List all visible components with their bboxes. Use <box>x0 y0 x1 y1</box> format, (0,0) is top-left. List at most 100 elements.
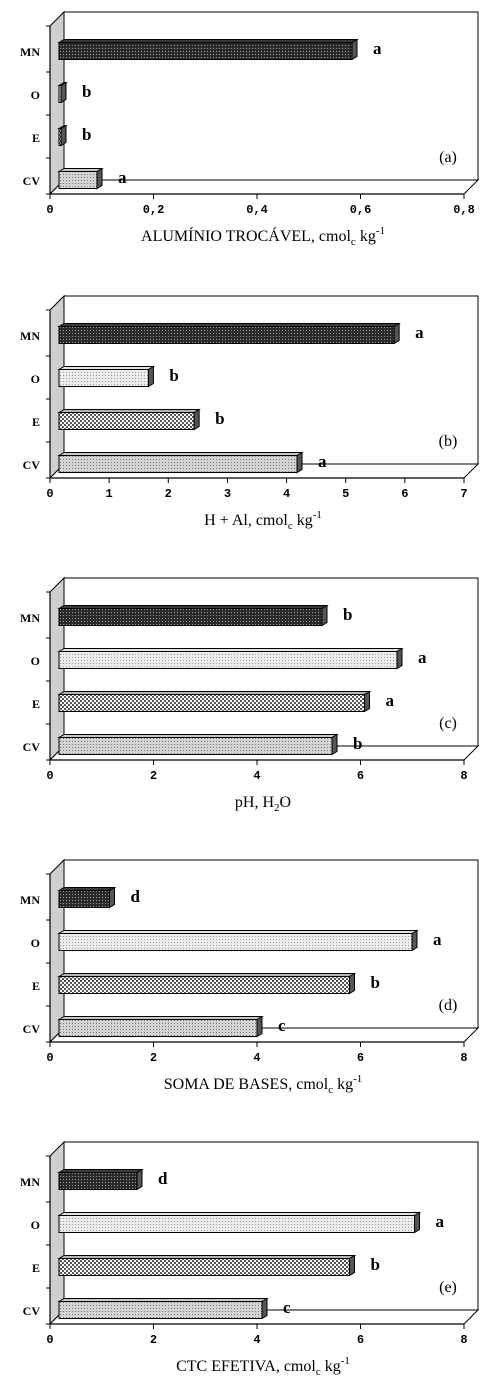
data-label-mn: a <box>415 323 424 342</box>
data-label-mn: d <box>158 1169 168 1188</box>
bar-face <box>58 651 398 669</box>
y-tick-label-cv: CV <box>23 174 41 188</box>
bar-cap <box>349 972 355 995</box>
bar-top <box>57 734 339 738</box>
bar-top <box>57 323 401 327</box>
bar-face <box>58 171 98 189</box>
x-tick-label: 0,4 <box>246 203 268 217</box>
x-tick-label: 4 <box>253 1051 260 1065</box>
x-tick-label: 8 <box>460 1333 467 1347</box>
bar-face <box>58 737 333 755</box>
bar-o <box>57 647 404 670</box>
bar-o <box>57 1211 422 1234</box>
bar-e <box>57 690 372 713</box>
y-tick-label-o: O <box>31 88 40 102</box>
bar-o <box>57 365 156 388</box>
y-tick-label-mn: MN <box>20 611 40 625</box>
bar-face <box>58 455 298 473</box>
x-axis-title: SOMA DE BASES, cmolc kg-1 <box>164 1073 363 1096</box>
bar-cap <box>96 167 103 190</box>
x-tick-label: 0,8 <box>453 203 475 217</box>
bar-top <box>57 409 201 413</box>
bar-mn <box>57 322 401 345</box>
panel-label: (c) <box>439 715 457 732</box>
chart-panel-1: 0 0,2 0,4 0,6 0,8 CV a E b O b MN a (a) ALUMÍNIO TROCÁ… <box>20 10 480 248</box>
bar-face <box>58 369 149 387</box>
data-label-o: a <box>436 1212 445 1231</box>
chart-back-frame <box>64 577 479 746</box>
bar-face <box>58 1301 263 1319</box>
bar-cap <box>393 322 400 345</box>
x-tick-label: 6 <box>357 1051 364 1065</box>
bar-cap <box>321 604 328 627</box>
bar-top <box>57 1169 144 1173</box>
x-tick-label: 7 <box>460 487 467 501</box>
bar-cv <box>57 1297 269 1320</box>
x-tick-label: 2 <box>165 487 172 501</box>
bar-face <box>58 412 195 430</box>
bar-cap <box>331 733 338 756</box>
bar-top <box>57 1298 269 1302</box>
bar-cap <box>109 886 115 909</box>
data-label-cv: c <box>283 1298 291 1317</box>
chart-back-frame <box>64 295 479 464</box>
data-label-e: b <box>82 125 91 144</box>
bar-top <box>57 605 329 609</box>
y-tick-label-e: E <box>32 415 40 429</box>
x-tick-label: 0,2 <box>143 203 165 217</box>
data-label-o: a <box>433 930 442 949</box>
bar-face <box>58 1172 138 1190</box>
data-label-mn: d <box>131 887 141 906</box>
chart-panel-3: 0 2 4 6 8 CV b E a O a MN b (c) pH, H2O <box>20 576 480 814</box>
x-axis-title: ALUMÍNIO TROCÁVEL, cmolc kg-1 <box>141 225 385 248</box>
bar-top <box>57 930 419 934</box>
bar-face <box>58 1258 350 1276</box>
data-label-cv: b <box>353 734 362 753</box>
y-tick-label-e: E <box>32 131 40 145</box>
bar-cv <box>57 167 104 190</box>
bar-top <box>57 168 104 172</box>
bar-mn <box>57 1168 144 1191</box>
bar-cap <box>261 1297 268 1320</box>
x-tick-label: 4 <box>253 769 260 783</box>
bar-cap <box>414 1211 420 1234</box>
bar-face <box>58 976 350 994</box>
bar-o <box>57 81 68 104</box>
bar-cap <box>296 451 303 474</box>
y-tick-label-o: O <box>31 372 40 386</box>
bar-cap <box>411 929 418 952</box>
panel-label: (b) <box>439 433 458 450</box>
x-tick-label: 2 <box>150 1051 157 1065</box>
chart-back-frame <box>64 1141 479 1310</box>
panel-label: (d) <box>439 997 458 1014</box>
bar-o <box>57 929 419 952</box>
bar-face <box>58 608 323 626</box>
bar-face <box>58 1019 258 1037</box>
y-tick-label-e: E <box>32 979 40 993</box>
bar-cap <box>349 1254 355 1277</box>
bar-top <box>57 973 357 977</box>
y-tick-label-cv: CV <box>23 1304 41 1318</box>
bar-face <box>58 42 353 60</box>
chart-back-frame <box>64 11 479 180</box>
chart-panel-4: 0 2 4 6 8 CV c E b O a MN d (d) SOMA DE BASES, cmolc k… <box>20 858 480 1096</box>
bar-cap <box>136 1168 143 1191</box>
bar-cap <box>60 81 67 104</box>
chart-panel-5: 0 2 4 6 8 CV c E b O a MN d (e) CTC EFETIVA, cmolc kg-… <box>20 1140 480 1378</box>
x-tick-label: 0,6 <box>350 203 372 217</box>
bar-cap <box>147 365 154 388</box>
x-tick-label: 8 <box>460 769 467 783</box>
bar-e <box>57 1254 357 1277</box>
y-tick-label-e: E <box>32 697 40 711</box>
chart-panel-2: 0 1 2 3 4 5 6 7 CV a E b O b MN a (b) H + Al, cmolc kg-1 <box>20 294 480 532</box>
data-label-e: b <box>371 973 380 992</box>
y-tick-label-cv: CV <box>23 1022 41 1036</box>
bar-top <box>57 691 372 695</box>
bar-face <box>58 1215 415 1233</box>
chart-floor <box>48 179 480 195</box>
chart-side-wall <box>49 10 65 196</box>
bar-cap <box>396 647 403 670</box>
x-tick-label: 4 <box>283 487 290 501</box>
